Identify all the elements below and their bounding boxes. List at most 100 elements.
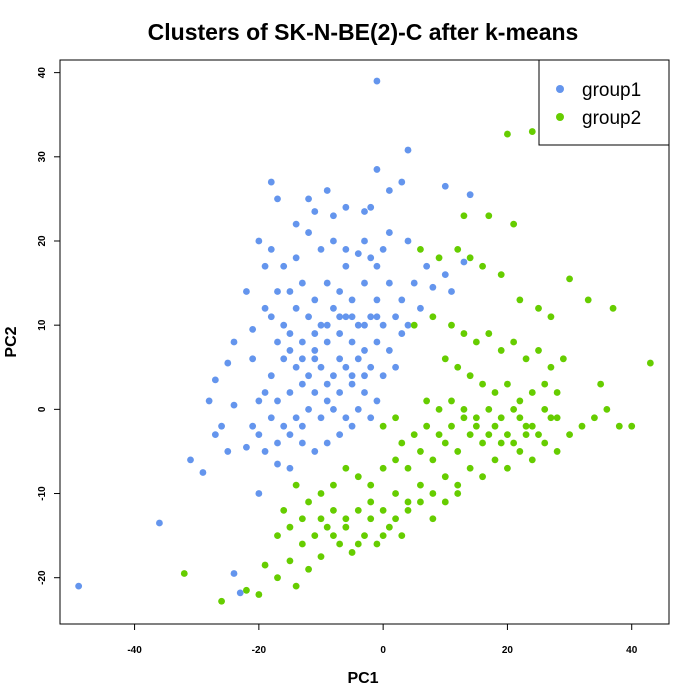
point-group1-136 <box>330 212 337 220</box>
point-group1-8 <box>224 448 232 455</box>
point-group2-121 <box>423 422 431 430</box>
point-group2-107 <box>553 389 561 396</box>
point-group1-46 <box>410 279 418 287</box>
point-group2-120 <box>410 431 418 438</box>
points-layer <box>75 77 654 605</box>
point-group2-66 <box>491 422 499 430</box>
point-group2-85 <box>547 313 555 321</box>
point-group1-93 <box>392 363 399 371</box>
point-group2-68 <box>516 414 524 422</box>
point-group1-63 <box>323 279 331 287</box>
point-group1-50 <box>379 246 387 253</box>
point-group1-134 <box>274 288 281 295</box>
point-group2-14 <box>348 549 356 556</box>
point-group2-130 <box>379 422 387 430</box>
point-group1-147 <box>323 321 331 329</box>
point-group1-12 <box>205 397 213 405</box>
point-group1-109 <box>323 397 331 405</box>
point-group1-110 <box>336 389 344 396</box>
point-group1-37 <box>385 187 393 194</box>
legend-label-group1: group1 <box>582 80 641 101</box>
point-group1-66 <box>361 279 368 287</box>
point-group2-27 <box>429 490 437 497</box>
point-group2-140 <box>417 498 424 506</box>
point-group1-88 <box>361 347 368 354</box>
point-group2-67 <box>504 431 511 438</box>
point-group2-122 <box>435 431 443 438</box>
y-tick-label-20: 20 <box>37 235 48 247</box>
point-group1-84 <box>311 347 319 354</box>
point-group2-31 <box>479 473 486 481</box>
point-group2-72 <box>528 128 536 135</box>
point-group2-96 <box>547 363 555 371</box>
point-group2-141 <box>429 515 437 523</box>
point-group1-31 <box>342 203 350 211</box>
point-group2-104 <box>516 397 524 405</box>
point-group1-29 <box>311 208 319 215</box>
point-group1-14 <box>261 448 269 455</box>
point-group2-119 <box>398 439 406 447</box>
point-group1-36 <box>404 146 412 154</box>
point-group1-17 <box>298 439 306 447</box>
point-group2-69 <box>528 422 536 430</box>
point-group2-93 <box>510 338 518 346</box>
point-group2-131 <box>392 414 399 422</box>
point-group1-79 <box>280 321 288 329</box>
point-group1-150 <box>361 321 368 329</box>
point-group2-89 <box>460 330 468 337</box>
point-group2-123 <box>448 422 455 430</box>
point-group2-12 <box>323 523 331 531</box>
point-group2-77 <box>417 246 424 253</box>
point-group2-90 <box>472 338 480 346</box>
point-group2-6 <box>286 557 294 565</box>
point-group1-137 <box>361 237 368 245</box>
point-group1-24 <box>261 262 269 270</box>
point-group2-103 <box>504 380 511 388</box>
point-group1-108 <box>311 389 319 396</box>
point-group1-28 <box>305 195 312 203</box>
point-group1-67 <box>373 296 381 304</box>
point-group2-86 <box>410 321 418 329</box>
point-group2-112 <box>472 414 480 422</box>
point-group1-118 <box>317 414 325 422</box>
point-group1-97 <box>342 363 350 371</box>
point-group1-74 <box>342 313 350 321</box>
point-group1-2 <box>230 570 238 577</box>
point-group2-102 <box>491 389 499 396</box>
point-group2-50 <box>305 498 312 506</box>
point-group2-101 <box>479 380 486 388</box>
chart-title: Clusters of SK-N-BE(2)-C after k-means <box>148 19 579 45</box>
point-group1-125 <box>286 431 294 438</box>
point-group2-83 <box>516 296 524 304</box>
x-tick-label--40: -40 <box>127 645 142 656</box>
point-group1-121 <box>280 422 288 430</box>
point-group2-11 <box>311 532 319 540</box>
point-group2-82 <box>497 271 505 279</box>
point-group2-116 <box>522 422 530 430</box>
point-group1-126 <box>298 422 306 430</box>
point-group2-5 <box>274 574 281 582</box>
point-group2-63 <box>454 448 462 455</box>
point-group2-60 <box>417 448 424 455</box>
point-group1-128 <box>323 439 331 447</box>
point-group2-91 <box>485 330 493 337</box>
point-group1-27 <box>292 220 300 228</box>
point-group1-144 <box>298 355 306 363</box>
point-group2-55 <box>354 473 362 481</box>
point-group2-46 <box>566 275 573 283</box>
point-group2-30 <box>466 464 474 472</box>
legend-marker-group2 <box>556 113 564 121</box>
point-group2-58 <box>392 456 399 464</box>
point-group1-112 <box>361 389 368 396</box>
point-group1-91 <box>398 330 406 337</box>
point-group2-38 <box>566 431 573 438</box>
point-group2-97 <box>559 355 567 363</box>
point-group1-15 <box>274 460 281 468</box>
point-group1-57 <box>292 254 300 262</box>
point-group1-40 <box>466 191 474 199</box>
point-group1-90 <box>385 347 393 354</box>
point-group2-7 <box>292 582 300 590</box>
point-group2-57 <box>379 464 387 472</box>
point-group1-1 <box>156 519 163 527</box>
